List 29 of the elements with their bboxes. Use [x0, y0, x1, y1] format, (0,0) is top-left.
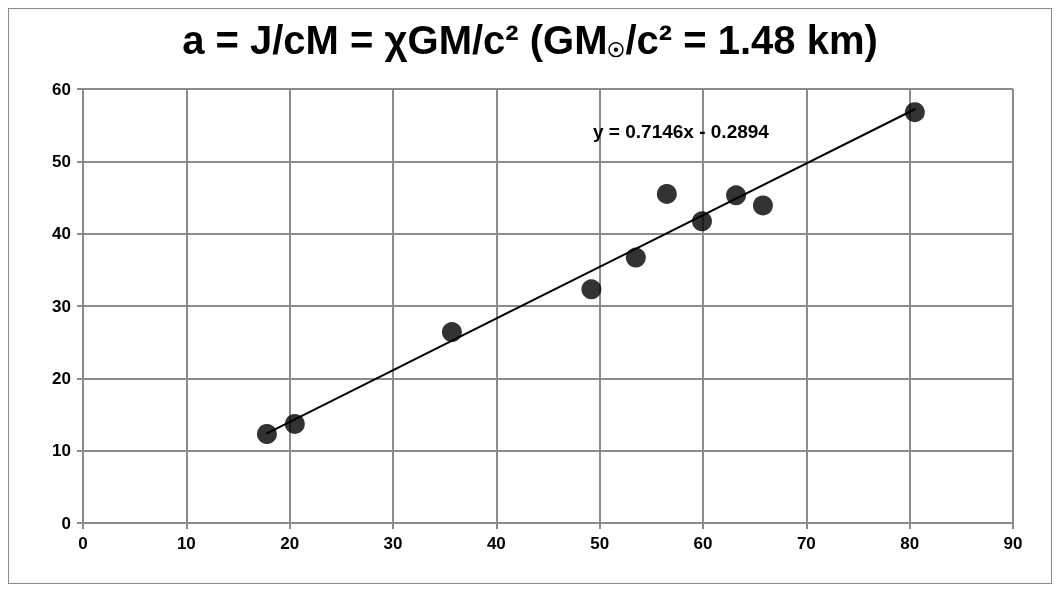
x-tick-label: 40 [486, 534, 506, 553]
point [752, 195, 773, 216]
x-tick-label: 80 [900, 534, 920, 553]
point [656, 183, 677, 204]
y-tick-label: 20 [52, 368, 71, 388]
point [256, 424, 277, 445]
x-tick-label: 30 [383, 534, 403, 553]
y-tick-label: 10 [52, 441, 71, 461]
x-tick-label: 10 [176, 534, 196, 553]
point [625, 247, 646, 268]
y-tick-label: 30 [52, 296, 71, 316]
point [284, 413, 305, 434]
x-tick-label: 70 [796, 534, 816, 553]
y-tick-label: 50 [52, 151, 71, 171]
annotation: y = 0.7146x - 0.2894 [593, 121, 770, 142]
x-tick-label: 60 [693, 534, 713, 553]
point [581, 279, 602, 300]
y-tick-label: 0 [61, 513, 71, 533]
chart-title: a = J/cM = χGM/c² (GM☉/c² = 1.48 km) [182, 18, 878, 62]
point [691, 211, 712, 232]
x-tick-label: 0 [78, 534, 88, 553]
point [441, 322, 462, 343]
point [904, 102, 925, 123]
y-tick-label: 40 [52, 224, 71, 244]
point [726, 185, 747, 206]
x-tick-label: 90 [1003, 534, 1023, 553]
x-tick-label: 50 [590, 534, 610, 553]
y-tick-label: 60 [52, 79, 71, 99]
x-tick-label: 20 [280, 534, 300, 553]
